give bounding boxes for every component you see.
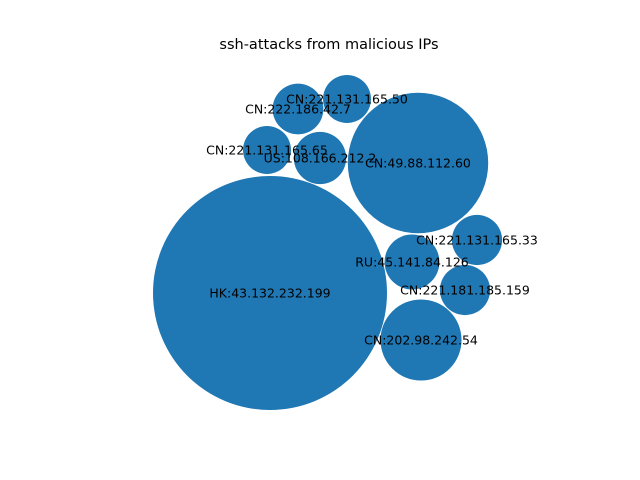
bubble-label: CN:221.131.165.50 — [286, 92, 408, 107]
bubble — [347, 92, 489, 234]
bubble-label: CN:222.186.42.7 — [245, 102, 351, 117]
bubble-label: CN:221.181.185.159 — [400, 283, 530, 298]
labels-layer: HK:43.132.232.199 CN:49.88.112.60 CN:202.9… — [206, 92, 538, 348]
bubble — [384, 234, 440, 290]
bubble — [380, 299, 462, 381]
bubble — [272, 83, 324, 135]
bubble — [293, 131, 347, 185]
bubble — [323, 75, 371, 123]
bubble — [153, 176, 387, 410]
bubble-label: CN:49.88.112.60 — [365, 156, 471, 171]
bubble-label: RU:45.141.84.126 — [355, 255, 469, 270]
bubble-label: US:108.166.212.2 — [264, 151, 377, 166]
bubbles-layer — [153, 75, 503, 410]
bubble-label: CN:221.131.165.65 — [206, 143, 328, 158]
bubble-label: HK:43.132.232.199 — [209, 286, 330, 301]
bubble — [451, 214, 503, 266]
bubble-label: CN:202.98.242.54 — [364, 333, 478, 348]
bubble-label: CN:221.131.165.33 — [416, 233, 538, 248]
chart-title: ssh-attacks from malicious IPs — [219, 37, 438, 53]
bubble — [439, 264, 491, 316]
bubble — [243, 126, 291, 174]
